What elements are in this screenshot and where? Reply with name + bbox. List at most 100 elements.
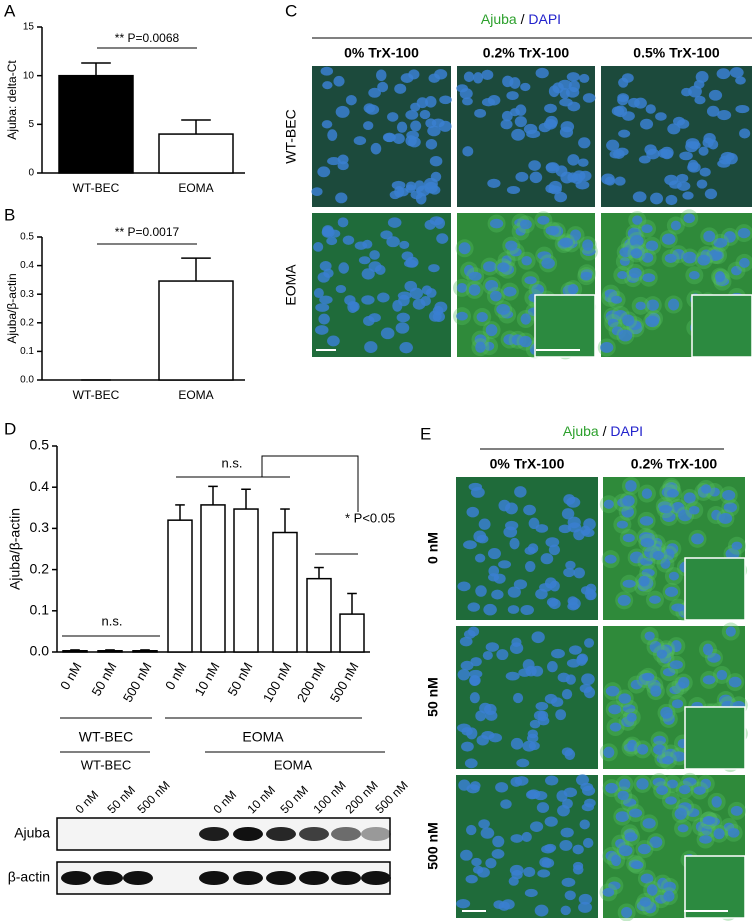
nucleus (623, 798, 637, 807)
nucleus (424, 219, 436, 230)
nucleus (540, 553, 554, 565)
nucleus (635, 301, 646, 311)
nucleus (408, 136, 421, 148)
nucleus (603, 746, 615, 759)
nucleus (387, 217, 402, 228)
nucleus (513, 579, 528, 590)
nucleus (600, 342, 614, 353)
nucleus (649, 595, 661, 604)
nucleus (353, 136, 367, 146)
nucleus (702, 675, 716, 685)
nucleus (646, 884, 658, 896)
nucleus (640, 118, 654, 130)
lane-label: 50 nM (104, 783, 137, 816)
nucleus (436, 233, 449, 244)
nucleus (557, 804, 570, 817)
nucleus (514, 776, 529, 786)
nucleus (415, 192, 427, 205)
row-header: WT-BEC (283, 109, 299, 163)
nucleus (709, 487, 720, 497)
nucleus (327, 157, 341, 166)
nucleus (541, 257, 555, 269)
nucleus (667, 123, 681, 135)
nucleus (565, 674, 576, 685)
y-axis-label: Ajuba/β-actin (7, 508, 23, 590)
x-tick-label: 100 nM (260, 660, 295, 705)
nucleus (497, 262, 510, 273)
nucleus (509, 537, 520, 550)
nucleus (386, 236, 400, 248)
nucleus (529, 719, 541, 729)
nucleus (701, 825, 713, 836)
nucleus (713, 828, 725, 840)
column-header: 0.2% TrX-100 (631, 456, 718, 472)
blot-band (331, 827, 361, 841)
nucleus (428, 310, 442, 322)
nucleus (496, 304, 511, 315)
nucleus (641, 488, 653, 499)
nucleus (363, 103, 376, 113)
y-tick-label: 0.2 (30, 560, 50, 576)
nucleus (601, 173, 615, 185)
nucleus (345, 95, 357, 106)
nucleus (503, 286, 517, 297)
nucleus (526, 733, 539, 743)
nucleus (716, 669, 728, 681)
nucleus (688, 271, 700, 280)
nucleus (624, 832, 638, 842)
nucleus (567, 516, 581, 529)
y-axis-label: Ajuba: delta-Ct (5, 60, 19, 140)
nucleus (669, 660, 683, 670)
nucleus (538, 122, 551, 133)
lane-label: 200 nM (342, 778, 380, 816)
nucleus (706, 105, 720, 117)
nucleus (638, 575, 650, 587)
nucleus (666, 779, 678, 789)
nucleus (702, 643, 714, 656)
bar (62, 650, 88, 653)
nucleus (629, 551, 644, 564)
nucleus (462, 146, 474, 157)
nucleus (405, 256, 419, 268)
nucleus (563, 567, 575, 578)
nucleus (696, 179, 708, 189)
nucleus (678, 509, 693, 522)
nucleus (686, 808, 700, 818)
nucleus (640, 537, 655, 548)
inset (684, 557, 746, 621)
nucleus (660, 706, 673, 719)
nucleus (377, 292, 390, 303)
nucleus (483, 603, 497, 616)
column-header: 0% TrX-100 (344, 45, 419, 61)
nucleus (548, 85, 560, 98)
nucleus (561, 689, 573, 700)
nucleus (614, 176, 626, 186)
blot-band (331, 871, 361, 885)
nucleus (622, 533, 635, 543)
blot-band (266, 871, 296, 885)
nucleus (658, 504, 673, 514)
nucleus (656, 785, 669, 796)
y-tick-label: 5 (28, 119, 34, 130)
nucleus (317, 272, 330, 283)
nucleus (718, 512, 733, 524)
nucleus (394, 83, 407, 94)
nucleus (617, 594, 631, 606)
nucleus (460, 849, 473, 861)
nucleus (551, 648, 565, 659)
nucleus (583, 837, 594, 849)
nucleus (536, 802, 550, 813)
nucleus (382, 132, 396, 143)
nucleus (545, 225, 560, 236)
nucleus (694, 95, 706, 105)
nucleus (636, 778, 649, 790)
nucleus (523, 866, 536, 878)
nucleus (526, 790, 539, 800)
nucleus (662, 511, 676, 522)
nucleus (537, 251, 552, 260)
nucleus (317, 166, 331, 178)
nucleus (618, 129, 631, 138)
y-tick-label: 0.0 (20, 375, 34, 386)
nucleus (728, 676, 742, 688)
nucleus (464, 758, 478, 769)
